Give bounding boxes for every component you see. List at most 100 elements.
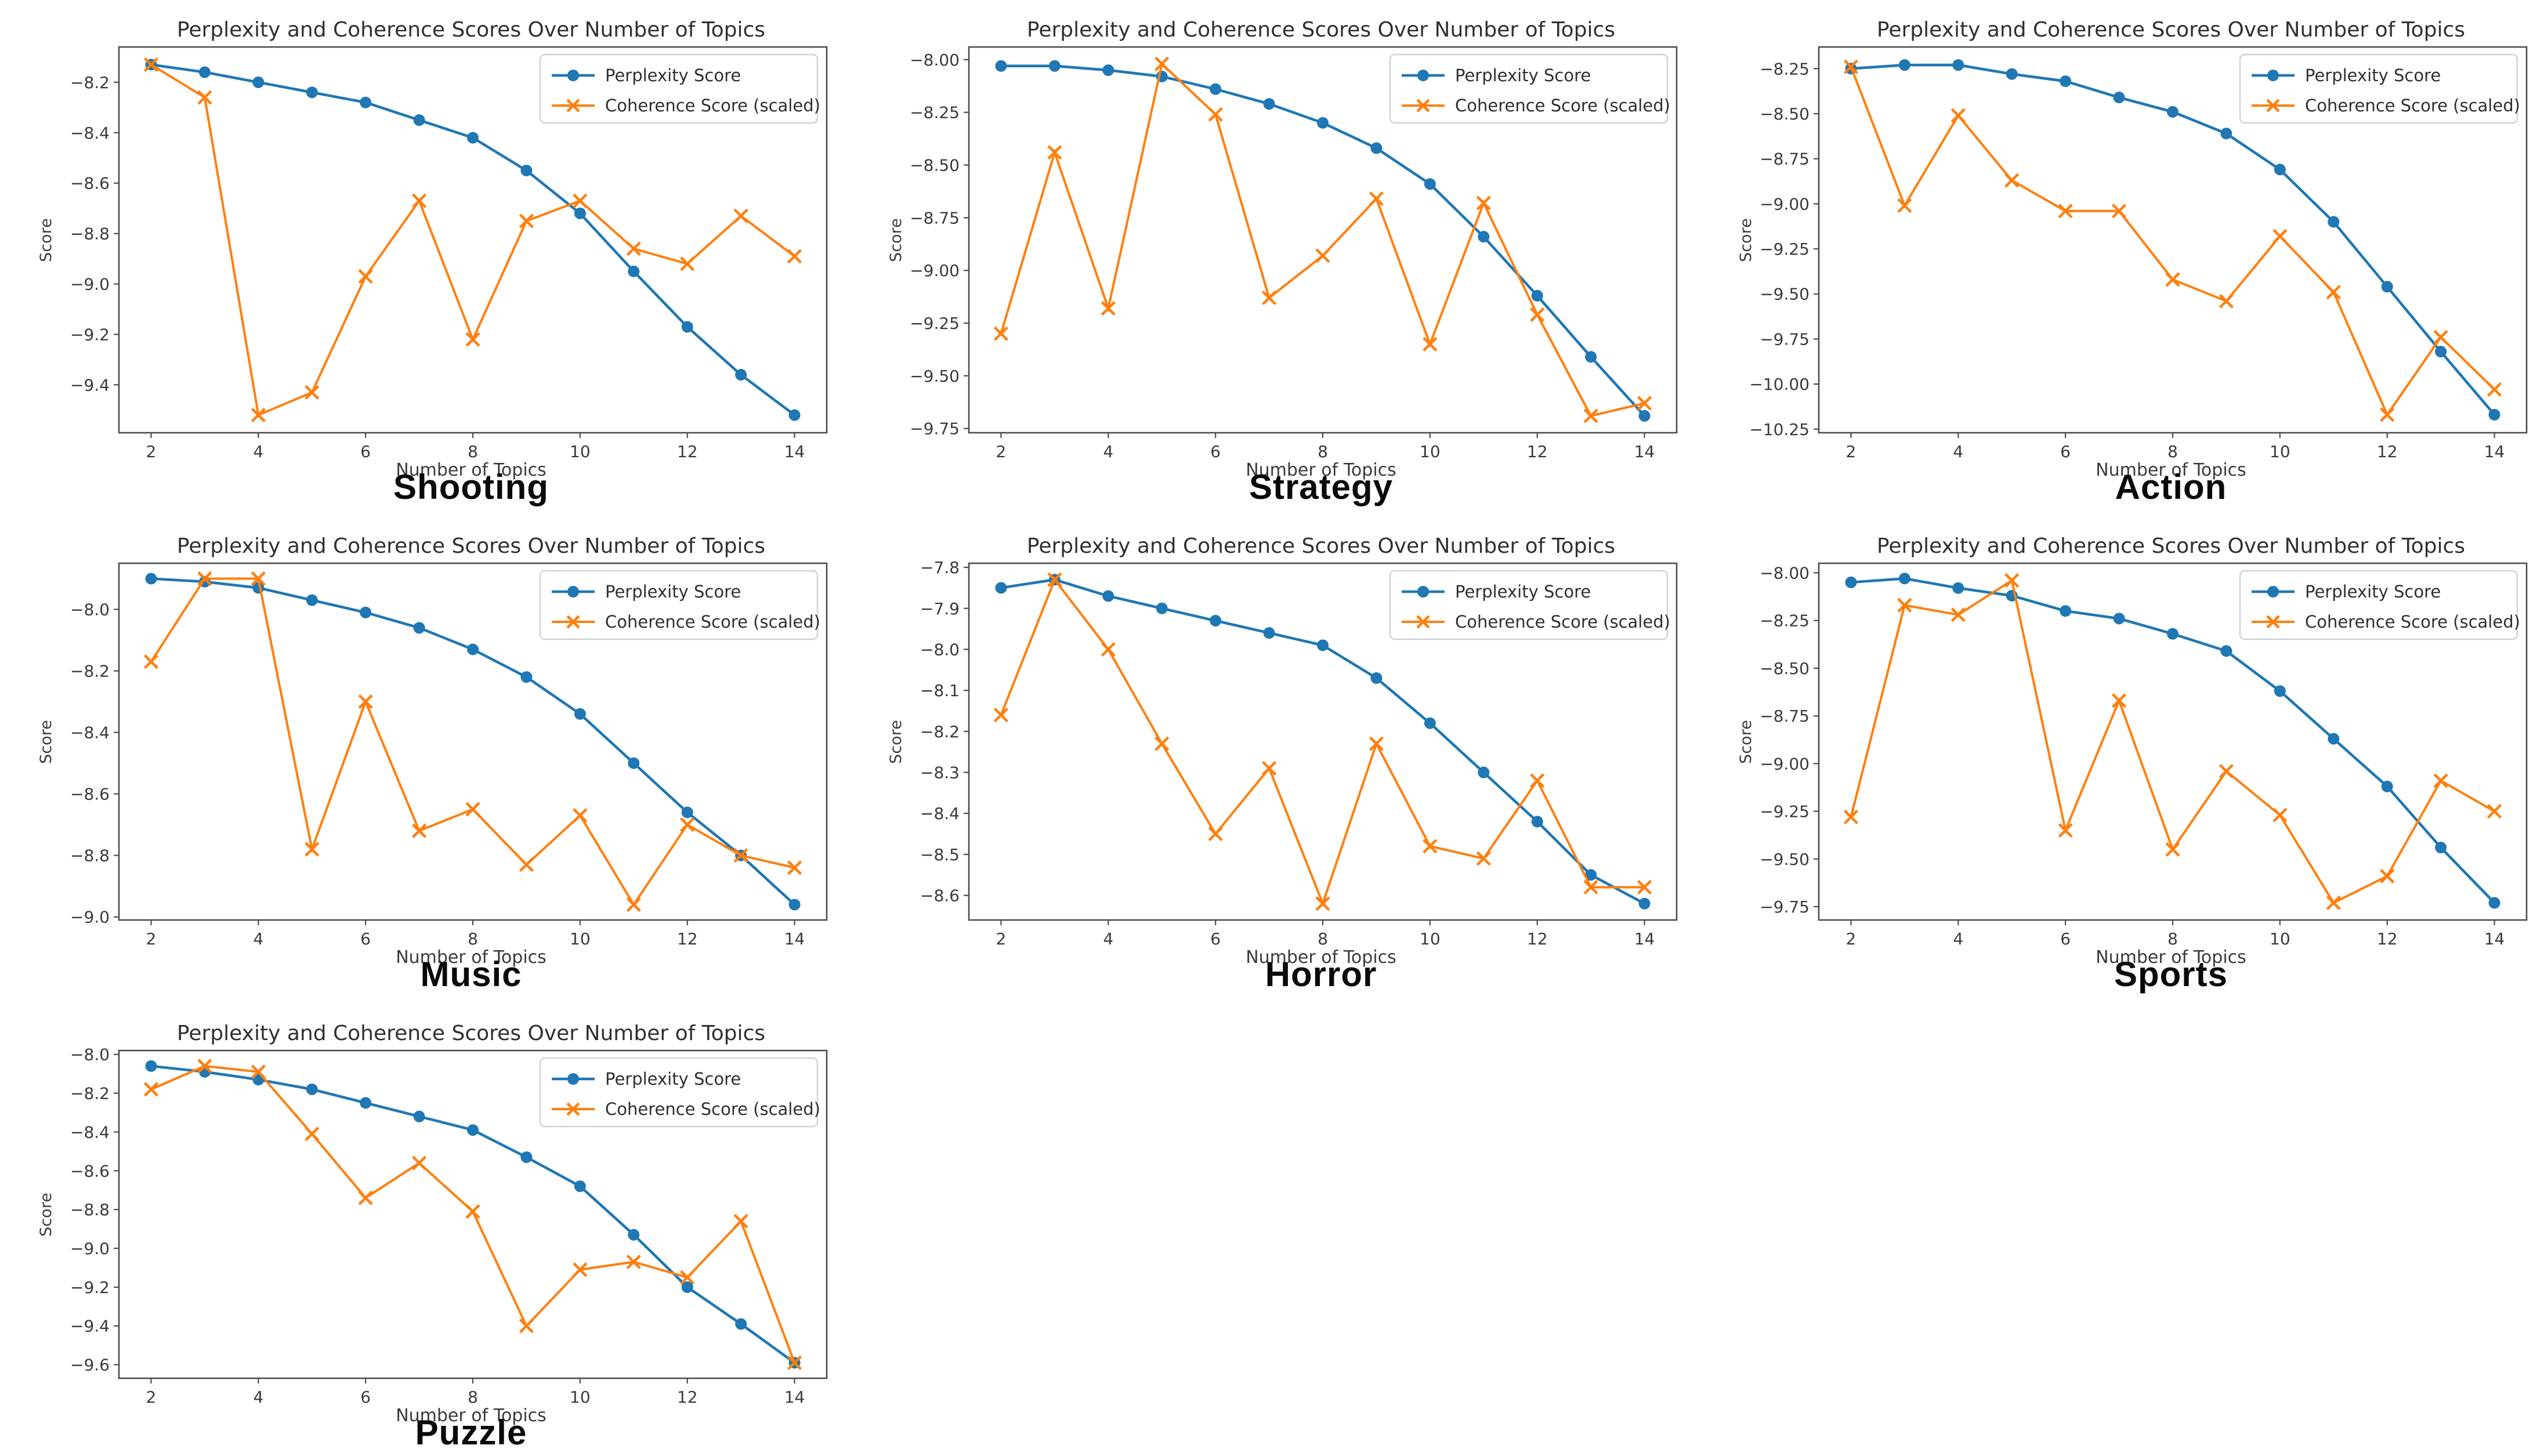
perplexity-marker — [1898, 59, 1910, 71]
y-axis-label: Score — [37, 218, 55, 262]
coherence-marker — [2219, 294, 2234, 309]
y-tick-label: −8.25 — [1760, 611, 1810, 631]
legend-coherence-marker — [566, 1102, 580, 1116]
legend-label-perplexity: Perplexity Score — [605, 582, 741, 602]
coherence-marker — [680, 256, 695, 271]
perplexity-marker — [360, 96, 372, 108]
y-tick-label: −8.75 — [1760, 707, 1810, 726]
chart-card-sports: 2 4 6 8 10 12 14 −8.00 −8.25 −8.50 −8.75 −9.00 −9.25… — [1732, 525, 2538, 994]
perplexity-marker — [1478, 766, 1490, 778]
coherence-marker — [1637, 396, 1652, 411]
y-axis-label: Score — [1737, 719, 1755, 764]
perplexity-marker — [681, 1281, 693, 1293]
coherence-marker — [465, 1204, 480, 1219]
perplexity-marker — [2060, 75, 2072, 88]
chart-card-action: 2 4 6 8 10 12 14 −8.25 −8.50 −8.75 −9.00 −9.25 −9.50… — [1732, 9, 2538, 506]
coherence-marker — [251, 571, 266, 586]
x-tick-label: 2 — [146, 442, 157, 461]
perplexity-marker — [520, 164, 533, 176]
perplexity-marker — [574, 1180, 586, 1193]
y-tick-label: −9.2 — [70, 325, 110, 344]
y-tick-label: −8.25 — [910, 103, 960, 122]
coherence-marker — [2219, 763, 2234, 779]
coherence-marker — [2004, 173, 2020, 188]
plot-border — [118, 1049, 828, 1379]
category-label-puzzle: Puzzle — [415, 1413, 527, 1452]
y-tick-label: −9.00 — [1760, 194, 1810, 213]
plot-area-strategy: 2 4 6 8 10 12 14 −8.00 −8.25 −8.50 −8.75 −9.00 −9.25… — [910, 46, 1678, 461]
x-tick-label: 12 — [677, 1388, 698, 1407]
perplexity-marker — [628, 757, 640, 769]
category-label-music: Music — [420, 955, 522, 994]
y-tick-label: −9.0 — [70, 1239, 110, 1258]
legend-label-coherence: Coherence Score (scaled) — [605, 612, 820, 632]
coherence-marker — [787, 860, 802, 875]
y-tick-label: −8.50 — [1760, 659, 1810, 678]
coherence-marker — [411, 823, 427, 838]
perplexity-marker — [2488, 897, 2500, 909]
legend-coherence-marker — [566, 99, 580, 113]
perplexity-marker — [1585, 351, 1597, 363]
y-tick-label: −8.6 — [70, 174, 110, 193]
legend-label-coherence: Coherence Score (scaled) — [2305, 96, 2520, 115]
perplexity-marker — [1156, 602, 1168, 614]
legend-perplexity-marker — [567, 70, 579, 81]
perplexity-marker — [788, 899, 801, 911]
coherence-marker — [2326, 895, 2341, 910]
y-tick-label: −9.6 — [70, 1356, 110, 1375]
x-tick-label: 8 — [1318, 929, 1328, 948]
chart-title: Perplexity and Coherence Scores Over Num… — [176, 18, 766, 42]
legend-label-perplexity: Perplexity Score — [605, 66, 741, 85]
perplexity-marker — [467, 132, 479, 144]
coherence-marker — [1208, 826, 1223, 842]
y-tick-label: −9.4 — [70, 1317, 110, 1336]
legend-coherence-marker — [2266, 99, 2280, 113]
x-axis-label: Number of Topics — [396, 947, 547, 968]
coherence-marker — [1583, 408, 1598, 423]
coherence-marker — [358, 694, 373, 709]
coherence-marker — [251, 1064, 266, 1080]
y-tick-label: −9.50 — [910, 367, 960, 386]
chart-card-puzzle: 2 4 6 8 10 12 14 −8.0 −8.2 −8.4 −8.6 −8.8 −9.0 −9.2 −9… — [32, 1012, 838, 1452]
chart-title: Perplexity and Coherence Scores Over Num… — [1876, 534, 2466, 558]
x-tick-label: 14 — [784, 929, 805, 948]
y-tick-label: −9.00 — [910, 261, 960, 280]
perplexity-marker — [2381, 780, 2393, 792]
coherence-marker — [465, 802, 480, 817]
y-tick-label: −8.00 — [1760, 563, 1810, 582]
x-tick-label: 10 — [2270, 929, 2290, 948]
legend-label-coherence: Coherence Score (scaled) — [1455, 612, 1670, 632]
coherence-marker — [1047, 572, 1062, 587]
category-label-strategy: Strategy — [1249, 468, 1394, 506]
y-tick-label: −8.00 — [910, 50, 960, 70]
y-tick-label: −8.6 — [920, 886, 960, 906]
x-tick-label: 2 — [1846, 442, 1857, 461]
coherence-marker — [573, 1262, 588, 1277]
y-tick-label: −8.4 — [70, 124, 110, 143]
x-tick-label: 4 — [1953, 442, 1963, 461]
perplexity-marker — [2328, 733, 2340, 745]
coherence-marker — [251, 407, 266, 423]
coherence-marker — [411, 193, 427, 208]
perplexity-marker — [1210, 614, 1222, 626]
coherence-marker — [143, 1082, 159, 1097]
y-axis-label: Score — [1737, 218, 1755, 262]
coherence-marker — [573, 193, 588, 208]
plot-area-music: 2 4 6 8 10 12 14 −8.0 −8.2 −8.4 −8.6 −8.8 −9.0 Perple… — [70, 562, 828, 948]
category-label-action: Action — [2115, 468, 2227, 506]
coherence-marker — [519, 1319, 534, 1334]
perplexity-marker — [1638, 897, 1651, 910]
legend-perplexity-marker — [2267, 586, 2279, 597]
y-axis-label: Score — [887, 218, 905, 262]
y-tick-label: −8.0 — [70, 1045, 110, 1064]
y-tick-label: −8.4 — [920, 804, 960, 823]
coherence-marker — [2380, 407, 2395, 422]
chart-card-shooting: 2 4 6 8 10 12 14 −8.2 −8.4 −8.6 −8.8 −9.0 −9.2 −9.4 Pe… — [32, 9, 838, 506]
perplexity-marker — [2113, 613, 2125, 625]
x-tick-label: 4 — [253, 442, 263, 461]
y-tick-label: −9.0 — [70, 275, 110, 294]
x-tick-label: 14 — [2484, 442, 2505, 461]
coherence-marker — [2326, 285, 2341, 300]
y-tick-label: −9.50 — [1760, 850, 1810, 869]
perplexity-marker — [628, 1229, 640, 1241]
